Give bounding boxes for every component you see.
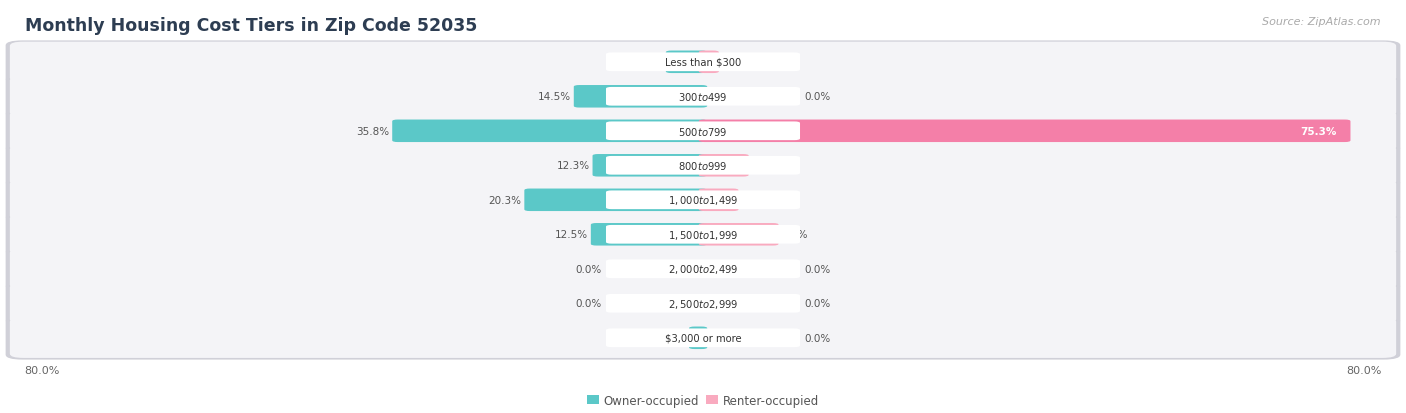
FancyBboxPatch shape xyxy=(666,51,707,74)
FancyBboxPatch shape xyxy=(10,283,1396,324)
Text: Monthly Housing Cost Tiers in Zip Code 52035: Monthly Housing Cost Tiers in Zip Code 5… xyxy=(25,17,478,34)
Text: $3,000 or more: $3,000 or more xyxy=(665,333,741,343)
FancyBboxPatch shape xyxy=(606,294,800,313)
Text: 35.8%: 35.8% xyxy=(356,126,389,136)
Text: 3.7%: 3.7% xyxy=(637,58,664,68)
Text: 12.5%: 12.5% xyxy=(555,230,588,240)
Text: 1.2%: 1.2% xyxy=(721,58,748,68)
Text: $1,500 to $1,999: $1,500 to $1,999 xyxy=(668,228,738,241)
Legend: Owner-occupied, Renter-occupied: Owner-occupied, Renter-occupied xyxy=(582,389,824,411)
FancyBboxPatch shape xyxy=(6,248,1400,291)
Text: 0.0%: 0.0% xyxy=(804,333,831,343)
FancyBboxPatch shape xyxy=(10,112,1396,152)
FancyBboxPatch shape xyxy=(606,53,800,72)
Text: 0.0%: 0.0% xyxy=(575,299,602,309)
FancyBboxPatch shape xyxy=(699,154,748,177)
Text: $1,000 to $1,499: $1,000 to $1,499 xyxy=(668,194,738,207)
FancyBboxPatch shape xyxy=(606,191,800,210)
FancyBboxPatch shape xyxy=(524,189,707,211)
FancyBboxPatch shape xyxy=(6,317,1400,360)
FancyBboxPatch shape xyxy=(10,215,1396,255)
FancyBboxPatch shape xyxy=(606,225,800,244)
FancyBboxPatch shape xyxy=(606,88,800,107)
FancyBboxPatch shape xyxy=(606,260,800,278)
FancyBboxPatch shape xyxy=(689,327,707,349)
FancyBboxPatch shape xyxy=(574,86,707,108)
Text: $500 to $799: $500 to $799 xyxy=(678,126,728,138)
Text: Less than $300: Less than $300 xyxy=(665,58,741,68)
FancyBboxPatch shape xyxy=(10,146,1396,186)
FancyBboxPatch shape xyxy=(699,189,738,211)
FancyBboxPatch shape xyxy=(6,41,1400,84)
Text: 8.2%: 8.2% xyxy=(782,230,808,240)
Text: 0.0%: 0.0% xyxy=(804,264,831,274)
FancyBboxPatch shape xyxy=(10,318,1396,358)
FancyBboxPatch shape xyxy=(606,329,800,347)
FancyBboxPatch shape xyxy=(699,51,718,74)
Text: $300 to $499: $300 to $499 xyxy=(678,91,728,103)
FancyBboxPatch shape xyxy=(699,120,1351,143)
Text: 4.7%: 4.7% xyxy=(751,161,778,171)
Text: Source: ZipAtlas.com: Source: ZipAtlas.com xyxy=(1263,17,1381,26)
FancyBboxPatch shape xyxy=(6,282,1400,325)
FancyBboxPatch shape xyxy=(699,223,779,246)
FancyBboxPatch shape xyxy=(392,120,707,143)
Text: 0.0%: 0.0% xyxy=(804,92,831,102)
FancyBboxPatch shape xyxy=(6,110,1400,153)
FancyBboxPatch shape xyxy=(10,43,1396,83)
FancyBboxPatch shape xyxy=(591,223,707,246)
FancyBboxPatch shape xyxy=(6,76,1400,119)
Text: 75.3%: 75.3% xyxy=(1301,126,1337,136)
Text: $800 to $999: $800 to $999 xyxy=(678,160,728,172)
FancyBboxPatch shape xyxy=(6,214,1400,256)
FancyBboxPatch shape xyxy=(10,249,1396,289)
Text: 80.0%: 80.0% xyxy=(1347,366,1382,375)
FancyBboxPatch shape xyxy=(606,157,800,175)
Text: 3.5%: 3.5% xyxy=(741,195,768,205)
FancyBboxPatch shape xyxy=(10,180,1396,221)
FancyBboxPatch shape xyxy=(606,122,800,141)
Text: 20.3%: 20.3% xyxy=(488,195,522,205)
Text: 12.3%: 12.3% xyxy=(557,161,589,171)
Text: 0.0%: 0.0% xyxy=(575,264,602,274)
FancyBboxPatch shape xyxy=(592,154,707,177)
FancyBboxPatch shape xyxy=(6,179,1400,222)
FancyBboxPatch shape xyxy=(10,77,1396,117)
Text: 80.0%: 80.0% xyxy=(24,366,59,375)
Text: 0.0%: 0.0% xyxy=(804,299,831,309)
Text: 14.5%: 14.5% xyxy=(538,92,571,102)
Text: $2,500 to $2,999: $2,500 to $2,999 xyxy=(668,297,738,310)
Text: $2,000 to $2,499: $2,000 to $2,499 xyxy=(668,263,738,275)
FancyBboxPatch shape xyxy=(6,145,1400,188)
Text: 0.98%: 0.98% xyxy=(654,333,686,343)
